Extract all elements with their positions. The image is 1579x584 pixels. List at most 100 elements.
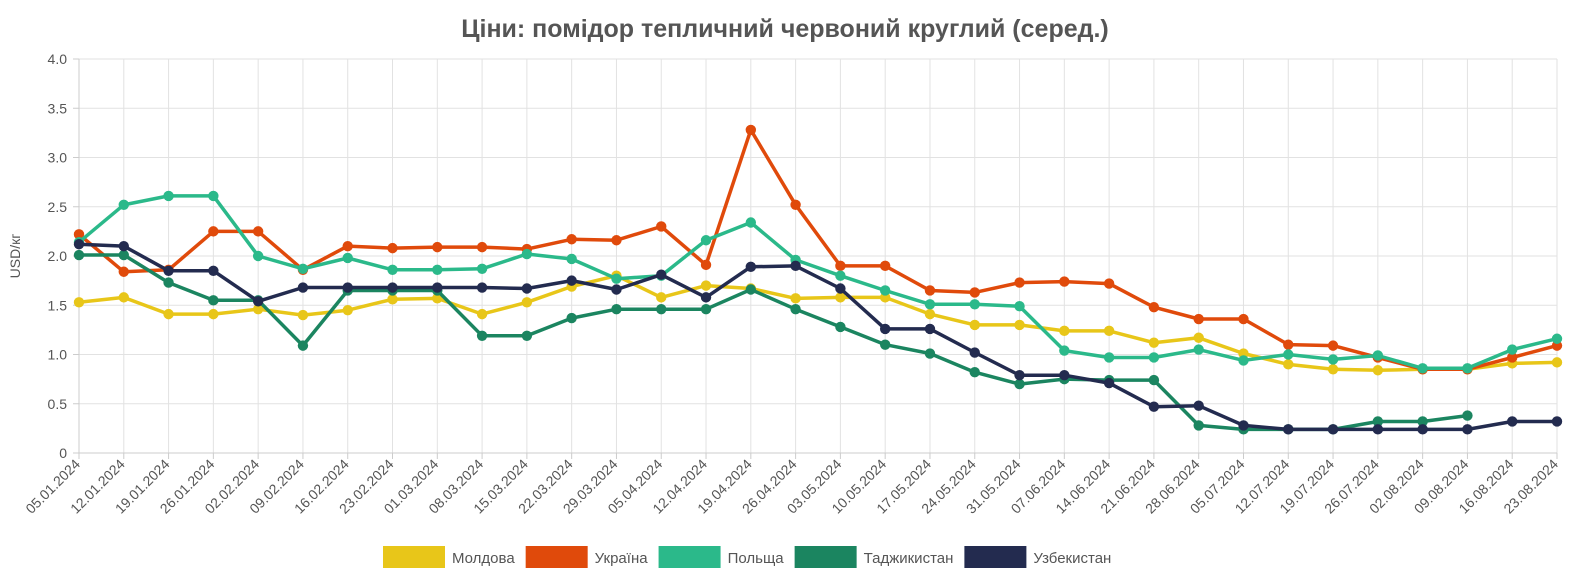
data-point[interactable] — [924, 299, 936, 310]
data-point[interactable] — [118, 240, 129, 252]
data-point[interactable] — [1148, 401, 1160, 412]
data-point[interactable] — [924, 285, 936, 296]
data-point[interactable] — [387, 264, 398, 275]
legend-item[interactable]: Таджикистан — [794, 546, 954, 568]
data-point[interactable] — [924, 348, 936, 359]
data-point[interactable] — [611, 235, 622, 246]
data-point[interactable] — [924, 323, 936, 335]
data-point[interactable] — [252, 250, 264, 262]
data-point[interactable] — [252, 296, 264, 307]
data-point[interactable] — [208, 308, 219, 320]
data-point[interactable] — [1014, 378, 1025, 390]
data-point[interactable] — [118, 292, 129, 303]
data-point[interactable] — [879, 339, 891, 350]
data-point[interactable] — [118, 249, 129, 261]
data-point[interactable] — [1417, 424, 1428, 435]
data-point[interactable] — [1014, 277, 1025, 288]
data-point[interactable] — [790, 293, 801, 304]
data-point[interactable] — [476, 282, 488, 293]
data-point[interactable] — [118, 266, 129, 277]
data-point[interactable] — [1014, 301, 1025, 312]
data-point[interactable] — [1462, 363, 1473, 374]
data-point[interactable] — [476, 330, 488, 341]
data-point[interactable] — [208, 265, 219, 276]
data-point[interactable] — [297, 309, 309, 321]
data-point[interactable] — [611, 273, 622, 284]
data-point[interactable] — [432, 264, 443, 275]
data-point[interactable] — [924, 308, 936, 320]
data-point[interactable] — [1372, 365, 1384, 376]
legend-item[interactable]: Молдова — [383, 546, 515, 568]
data-point[interactable] — [297, 340, 309, 351]
data-point[interactable] — [1417, 416, 1428, 427]
data-point[interactable] — [342, 240, 353, 252]
data-point[interactable] — [387, 294, 398, 305]
data-point[interactable] — [252, 226, 264, 237]
data-point[interactable] — [969, 287, 980, 298]
data-point[interactable] — [1148, 302, 1160, 313]
data-point[interactable] — [1238, 355, 1249, 366]
data-point[interactable] — [835, 283, 846, 294]
data-point[interactable] — [700, 259, 712, 271]
data-point[interactable] — [566, 234, 577, 245]
data-point[interactable] — [208, 226, 219, 237]
data-point[interactable] — [476, 308, 488, 320]
data-point[interactable] — [1014, 319, 1025, 331]
legend-item[interactable]: Україна — [525, 546, 649, 568]
data-point[interactable] — [745, 217, 757, 228]
data-point[interactable] — [745, 261, 757, 273]
data-point[interactable] — [1103, 352, 1115, 363]
data-point[interactable] — [700, 280, 712, 291]
data-point[interactable] — [73, 249, 85, 261]
data-point[interactable] — [835, 321, 846, 333]
data-point[interactable] — [1372, 350, 1384, 361]
data-point[interactable] — [432, 293, 443, 304]
data-point[interactable] — [521, 248, 533, 260]
data-point[interactable] — [745, 284, 757, 295]
data-point[interactable] — [700, 303, 712, 315]
data-point[interactable] — [969, 347, 980, 358]
data-point[interactable] — [835, 260, 846, 272]
data-point[interactable] — [342, 282, 353, 293]
data-point[interactable] — [432, 241, 443, 253]
data-point[interactable] — [1148, 337, 1160, 348]
data-point[interactable] — [1193, 332, 1204, 343]
data-point[interactable] — [1327, 364, 1339, 375]
data-point[interactable] — [700, 292, 712, 303]
data-point[interactable] — [1283, 359, 1294, 370]
data-point[interactable] — [1103, 377, 1115, 389]
data-point[interactable] — [521, 283, 533, 294]
data-point[interactable] — [163, 277, 174, 288]
data-point[interactable] — [476, 263, 488, 275]
data-point[interactable] — [835, 270, 846, 281]
data-point[interactable] — [163, 190, 174, 202]
data-point[interactable] — [1327, 340, 1339, 351]
data-point[interactable] — [252, 303, 264, 315]
data-point[interactable] — [73, 297, 85, 308]
data-point[interactable] — [297, 263, 309, 275]
legend-item[interactable]: Узбекистан — [964, 546, 1111, 568]
data-point[interactable] — [297, 282, 309, 293]
data-point[interactable] — [1462, 410, 1473, 421]
data-point[interactable] — [1059, 345, 1070, 356]
data-point[interactable] — [521, 330, 533, 341]
data-point[interactable] — [566, 275, 577, 286]
data-point[interactable] — [879, 323, 891, 335]
data-point[interactable] — [1193, 420, 1204, 431]
data-point[interactable] — [969, 319, 980, 331]
data-point[interactable] — [1059, 325, 1070, 337]
data-point[interactable] — [1283, 349, 1294, 360]
data-point[interactable] — [879, 285, 891, 296]
data-point[interactable] — [790, 303, 801, 315]
data-point[interactable] — [611, 303, 622, 315]
data-point[interactable] — [656, 269, 667, 280]
data-point[interactable] — [1238, 313, 1249, 325]
data-point[interactable] — [790, 199, 801, 210]
data-point[interactable] — [1507, 352, 1518, 363]
data-point[interactable] — [1148, 352, 1160, 363]
data-point[interactable] — [342, 252, 353, 264]
legend-item[interactable]: Польща — [658, 546, 785, 568]
data-point[interactable] — [1014, 369, 1025, 381]
data-point[interactable] — [969, 299, 980, 310]
data-point[interactable] — [656, 303, 667, 315]
